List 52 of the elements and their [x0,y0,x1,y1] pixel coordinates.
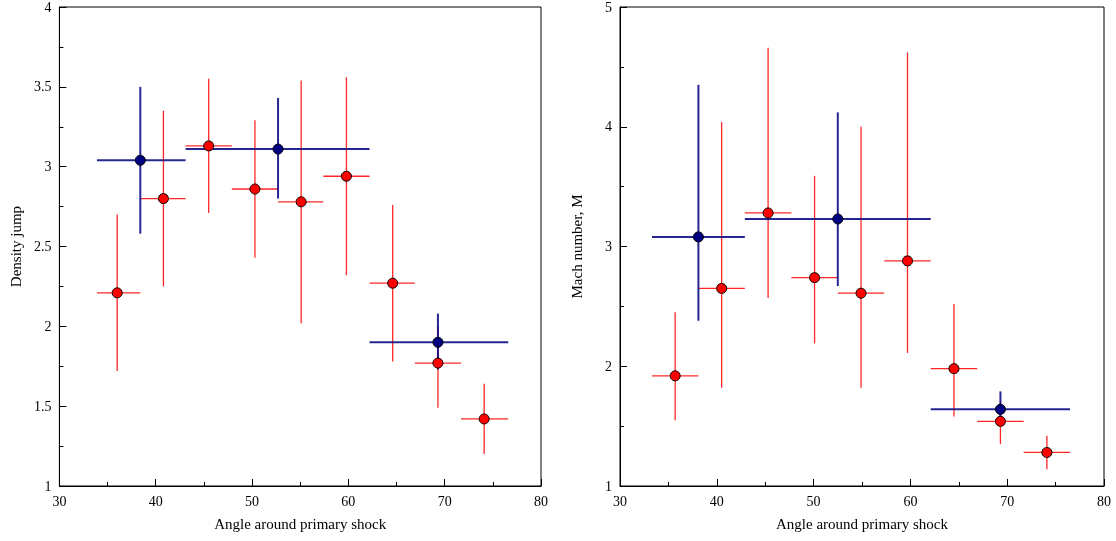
y-tick-label: 3 [605,239,612,254]
point [762,207,774,219]
point [387,277,399,289]
point [340,170,352,182]
point [855,287,867,299]
point [809,272,821,284]
point [432,357,444,369]
point [157,193,169,205]
point [478,413,490,425]
y-axis-title: Density jump [7,205,24,288]
x-tick-label: 40 [148,493,163,509]
x-tick-label: 30 [613,493,627,509]
y-tick-label: 2 [44,318,52,334]
y-tick-label: 4 [44,0,52,15]
point [994,415,1006,427]
y-tick-label: 2 [605,358,612,374]
point [716,282,728,294]
x-tick-label: 70 [1000,493,1015,509]
point [249,183,261,195]
x-tick-label: 50 [245,493,260,509]
point [272,143,284,155]
x-tick-label: 70 [437,493,452,509]
x-tick-label: 30 [52,493,67,509]
y-tick-label: 4 [605,119,612,135]
y-tick-label: 3.5 [33,79,52,95]
y-tick-label: 1 [44,478,52,494]
point [948,363,960,375]
x-tick-label: 50 [806,493,821,509]
x-tick-label: 80 [1097,493,1111,509]
y-tick-label: 3 [44,159,52,175]
y-tick-label: 5 [605,0,612,15]
y-axis-title: Mach number, M [568,194,585,299]
point [994,403,1006,415]
point [692,231,704,243]
point [134,154,146,166]
y-tick-label: 1 [605,478,612,494]
point [111,287,123,299]
x-axis-title: Angle around primary shock [775,515,949,532]
x-tick-label: 60 [903,493,918,509]
point [295,196,307,208]
point [432,336,444,348]
x-axis-title: Angle around primary shock [214,515,387,532]
x-tick-label: 60 [341,493,356,509]
point [203,140,215,152]
x-tick-label: 40 [709,493,724,509]
y-tick-label: 2.5 [33,239,52,254]
point [832,213,844,225]
point [669,370,681,382]
x-tick-label: 80 [534,493,548,509]
point [1041,446,1053,458]
y-tick-label: 1.5 [33,398,52,414]
point [902,255,913,267]
